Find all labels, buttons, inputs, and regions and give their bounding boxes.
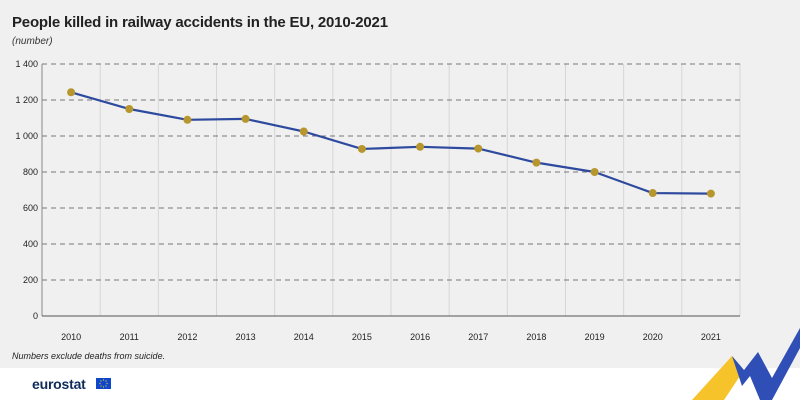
data-point <box>590 168 599 176</box>
x-tick-label: 2018 <box>526 332 546 342</box>
y-tick-label: 600 <box>23 203 38 213</box>
axes <box>41 64 740 317</box>
eurostat-corner-graphic <box>692 328 800 400</box>
data-point <box>299 127 308 136</box>
y-tick-label: 200 <box>23 275 38 285</box>
y-tick-label: 1 200 <box>15 95 38 105</box>
series-line <box>70 91 711 195</box>
grid-lines <box>42 63 741 316</box>
x-tick-label: 2014 <box>294 332 314 342</box>
x-tick-label: 2011 <box>120 332 139 342</box>
y-tick-label: 800 <box>23 167 38 177</box>
x-tick-label: 2010 <box>61 332 81 342</box>
data-point <box>357 144 366 153</box>
x-tick-label: 2013 <box>236 332 256 342</box>
data-point <box>125 105 134 113</box>
x-tick-label: 2017 <box>468 332 488 342</box>
data-point <box>532 158 541 167</box>
x-tick-label: 2015 <box>352 332 372 342</box>
y-tick-labels: 0 200 400 600 800 1 000 1 200 1 400 <box>15 59 38 321</box>
x-tick-label: 2019 <box>585 332 605 342</box>
eurostat-logo: eurostat <box>32 376 86 392</box>
y-tick-label: 1 000 <box>15 131 38 141</box>
chart-note: Numbers exclude deaths from suicide. <box>12 351 166 361</box>
eu-flag-icon <box>96 378 111 389</box>
y-tick-label: 1 400 <box>15 59 38 69</box>
series <box>67 88 715 198</box>
x-tick-labels: 2010 2011 2012 2013 2014 2015 2016 2017 2018 2019… <box>61 332 721 342</box>
footer-bar <box>0 368 800 400</box>
x-tick-label: 2020 <box>643 332 663 342</box>
data-point <box>183 115 192 124</box>
data-point <box>706 189 715 198</box>
chart-title: People killed in railway accidents in th… <box>12 14 388 31</box>
data-point <box>241 114 250 123</box>
x-tick-label: 2021 <box>701 332 721 342</box>
x-tick-label: 2016 <box>410 332 430 342</box>
y-tick-label: 0 <box>33 311 38 321</box>
data-point <box>474 144 483 153</box>
x-tick-label: 2012 <box>177 332 197 342</box>
chart-subtitle: (number) <box>12 36 53 47</box>
y-tick-label: 400 <box>23 239 38 249</box>
data-point <box>416 142 425 151</box>
data-point <box>67 88 76 97</box>
data-point <box>648 189 657 198</box>
